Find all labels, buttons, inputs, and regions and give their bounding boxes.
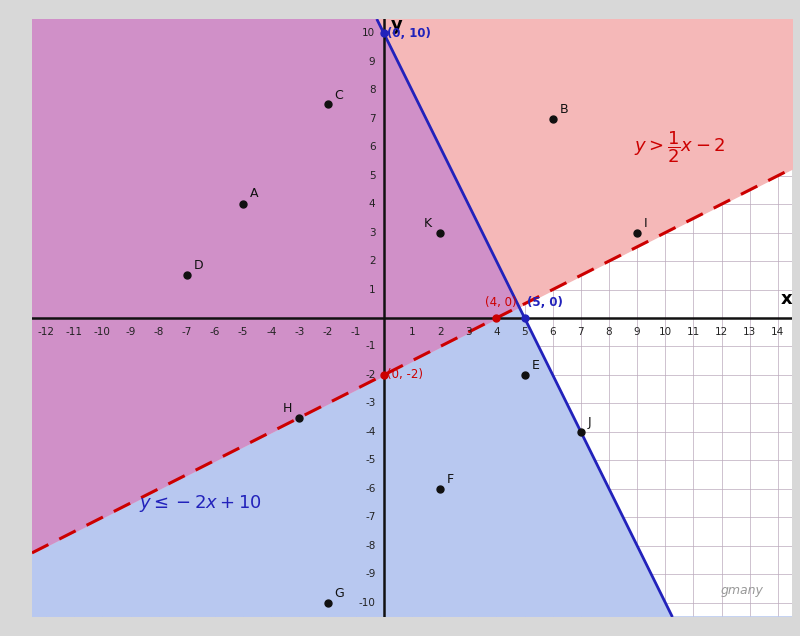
Text: 4: 4 (369, 199, 375, 209)
Text: 3: 3 (465, 326, 472, 336)
Text: $y \leq -2x + 10$: $y \leq -2x + 10$ (139, 492, 262, 513)
Text: -3: -3 (294, 326, 305, 336)
Text: C: C (334, 88, 343, 102)
Text: -8: -8 (365, 541, 375, 551)
Text: -7: -7 (182, 326, 192, 336)
Text: 2: 2 (369, 256, 375, 266)
Text: 10: 10 (658, 326, 672, 336)
Text: (5, 0): (5, 0) (527, 296, 563, 310)
Text: J: J (588, 416, 591, 429)
Text: -12: -12 (38, 326, 54, 336)
Text: -4: -4 (266, 326, 277, 336)
Text: 7: 7 (578, 326, 584, 336)
Text: 10: 10 (362, 29, 375, 38)
Text: x: x (781, 290, 792, 308)
Text: F: F (447, 473, 454, 486)
Text: -10: -10 (358, 598, 375, 607)
Text: 8: 8 (369, 85, 375, 95)
Text: 2: 2 (437, 326, 443, 336)
Text: 1: 1 (409, 326, 415, 336)
Text: (0, 10): (0, 10) (387, 27, 431, 40)
Text: (0, -2): (0, -2) (387, 368, 423, 382)
Text: 8: 8 (606, 326, 612, 336)
Text: 4: 4 (493, 326, 500, 336)
Text: y: y (391, 16, 402, 34)
Text: -2: -2 (322, 326, 333, 336)
Text: -11: -11 (66, 326, 82, 336)
Text: E: E (532, 359, 539, 372)
Text: -1: -1 (350, 326, 361, 336)
Text: A: A (250, 187, 258, 200)
Text: 13: 13 (743, 326, 757, 336)
Text: -2: -2 (365, 370, 375, 380)
Text: G: G (334, 587, 344, 600)
Text: -4: -4 (365, 427, 375, 437)
Text: -5: -5 (238, 326, 248, 336)
Text: 14: 14 (771, 326, 785, 336)
Text: $y > \dfrac{1}{2}x - 2$: $y > \dfrac{1}{2}x - 2$ (634, 129, 725, 165)
Text: 7: 7 (369, 114, 375, 124)
Text: 9: 9 (369, 57, 375, 67)
Text: 6: 6 (550, 326, 556, 336)
Text: -9: -9 (126, 326, 136, 336)
Text: gmany: gmany (721, 584, 764, 597)
Text: -1: -1 (365, 342, 375, 352)
Text: 1: 1 (369, 284, 375, 294)
Text: -10: -10 (94, 326, 111, 336)
Text: 3: 3 (369, 228, 375, 238)
Text: -6: -6 (210, 326, 220, 336)
Text: 5: 5 (369, 170, 375, 181)
Text: -5: -5 (365, 455, 375, 466)
Text: -3: -3 (365, 398, 375, 408)
Text: 11: 11 (687, 326, 700, 336)
Text: -7: -7 (365, 512, 375, 522)
Text: -8: -8 (154, 326, 164, 336)
Text: H: H (282, 402, 292, 415)
Text: -9: -9 (365, 569, 375, 579)
Text: I: I (644, 217, 648, 230)
Text: 5: 5 (522, 326, 528, 336)
Text: 6: 6 (369, 142, 375, 152)
Text: D: D (194, 259, 203, 272)
Text: K: K (423, 217, 431, 230)
Text: -6: -6 (365, 484, 375, 494)
Text: (4, 0): (4, 0) (485, 296, 517, 310)
Text: 12: 12 (715, 326, 728, 336)
Text: B: B (560, 103, 569, 116)
Text: 9: 9 (634, 326, 641, 336)
